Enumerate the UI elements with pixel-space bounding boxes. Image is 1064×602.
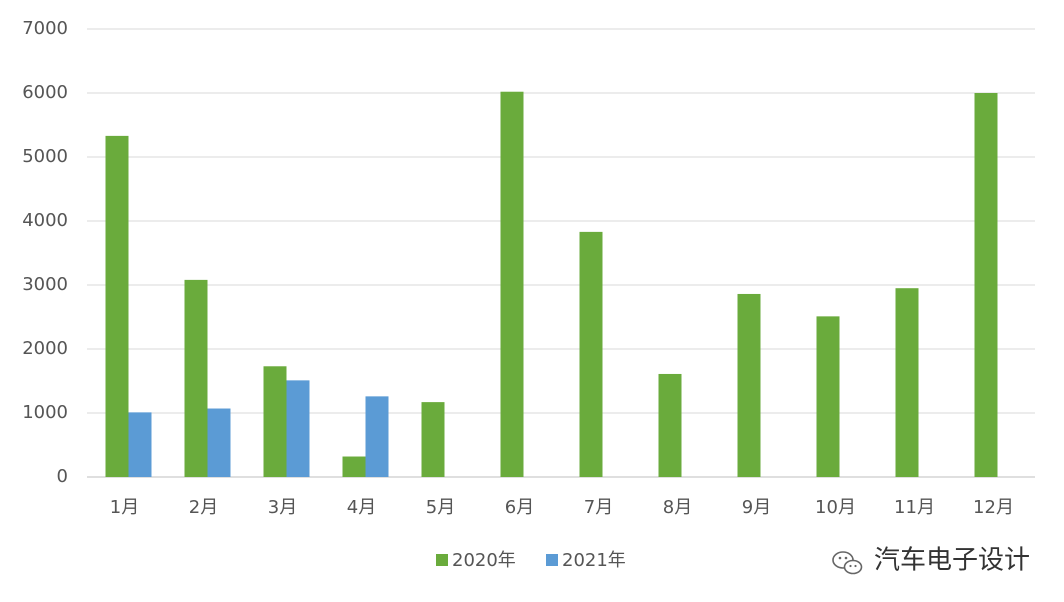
bar-series1-11 — [895, 288, 919, 477]
bar-series1-6 — [500, 91, 524, 477]
x-tick-label: 1月 — [110, 497, 139, 518]
bar-series1-9 — [737, 293, 761, 477]
y-tick-label: 1000 — [22, 402, 68, 423]
legend-swatch — [436, 554, 448, 566]
bar-series1-7 — [579, 231, 603, 477]
x-tick-label: 7月 — [584, 497, 613, 518]
bar-series2-2 — [207, 408, 231, 477]
y-axis: 0 1000 2000 3000 4000 5000 6000 7000 — [22, 18, 68, 487]
bar-series2-1 — [128, 412, 152, 477]
x-tick-label: 9月 — [742, 497, 771, 518]
y-tick-label: 3000 — [22, 274, 68, 295]
bar-series1-3 — [263, 366, 287, 477]
wechat-icon — [832, 551, 863, 575]
x-tick-label: 12月 — [973, 497, 1014, 518]
y-tick-label: 5000 — [22, 146, 68, 167]
bar-series1-8 — [658, 373, 682, 477]
x-tick-label: 4月 — [347, 497, 376, 518]
x-tick-label: 5月 — [426, 497, 455, 518]
bar-series1-5 — [421, 402, 445, 477]
x-tick-label: 2月 — [189, 497, 218, 518]
gridlines — [87, 28, 1035, 478]
y-tick-label: 0 — [57, 466, 68, 487]
x-tick-label: 6月 — [505, 497, 534, 518]
y-tick-label: 7000 — [22, 18, 68, 39]
y-tick-label: 4000 — [22, 210, 68, 231]
bar-series2-3 — [286, 380, 310, 477]
bar-series1-1 — [105, 135, 129, 477]
legend-label: 2021年 — [562, 550, 626, 571]
y-tick-label: 2000 — [22, 338, 68, 359]
bar-series1-10 — [816, 316, 840, 477]
legend: 2020年 2021年 — [436, 550, 626, 571]
watermark-text: 汽车电子设计 — [874, 546, 1030, 576]
y-tick-label: 6000 — [22, 82, 68, 103]
bar-series1-2 — [184, 279, 208, 477]
x-axis: 1月 2月 3月 4月 5月 6月 7月 8月 9月 10月 11月 12月 — [110, 497, 1014, 518]
x-tick-label: 8月 — [663, 497, 692, 518]
bar-series1-4 — [342, 456, 366, 477]
x-tick-label: 10月 — [815, 497, 856, 518]
x-tick-label: 11月 — [894, 497, 935, 518]
bar-series1-12 — [974, 93, 998, 477]
bar-series2-4 — [365, 396, 389, 477]
legend-swatch — [546, 554, 558, 566]
watermark: 汽车电子设计 — [832, 546, 1030, 576]
bars — [105, 91, 998, 477]
legend-label: 2020年 — [452, 550, 516, 571]
x-tick-label: 3月 — [268, 497, 297, 518]
